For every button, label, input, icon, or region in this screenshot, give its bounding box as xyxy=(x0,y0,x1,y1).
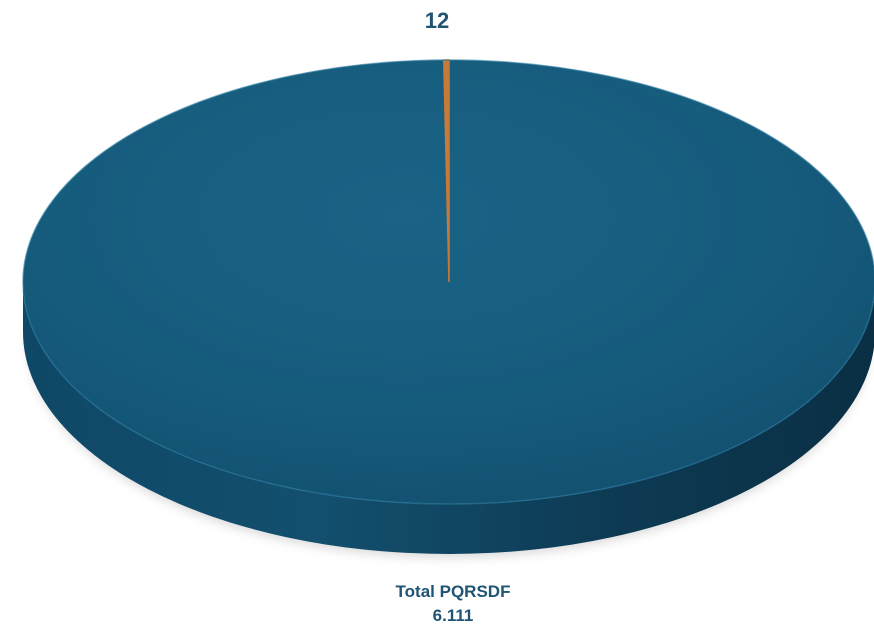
pie-top-rim xyxy=(22,59,874,505)
pie-side-wall xyxy=(23,282,874,554)
slice-label-total: Total PQRSDF 6.111 xyxy=(396,580,511,628)
pie-slices xyxy=(23,59,874,504)
slice-name-total: Total PQRSDF xyxy=(395,582,511,601)
slice-value-total: 6.111 xyxy=(432,606,474,625)
slice-value-label-small: 12 xyxy=(424,8,450,33)
